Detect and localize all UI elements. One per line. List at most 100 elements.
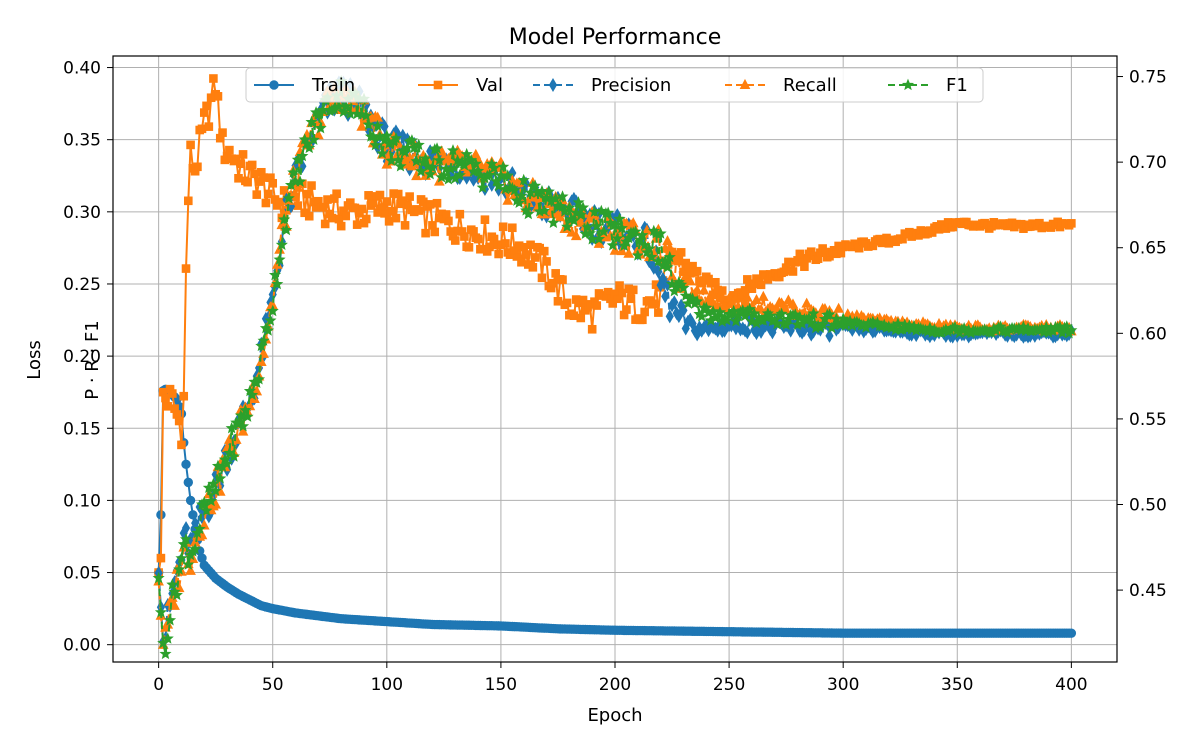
point-val <box>400 221 410 230</box>
point-recall <box>684 275 696 286</box>
x-tick-label: 300 <box>827 675 859 695</box>
y-right-tick-label: 0.50 <box>1129 496 1167 516</box>
point-f1 <box>278 213 291 225</box>
point-val <box>558 275 567 284</box>
x-tick-label: 50 <box>262 675 284 695</box>
point-precision <box>670 295 679 310</box>
point-f1 <box>529 179 542 191</box>
point-val <box>473 234 483 244</box>
legend-entry-f1: F1 <box>888 75 968 96</box>
point-val <box>204 122 214 131</box>
point-f1 <box>161 632 174 644</box>
point-recall <box>554 211 566 222</box>
y-right-tick-label: 0.45 <box>1129 581 1167 601</box>
point-recall <box>404 151 415 162</box>
point-val <box>279 186 289 195</box>
point-f1 <box>538 204 551 216</box>
point-recall <box>292 181 304 192</box>
point-f1 <box>597 225 610 237</box>
point-val <box>181 264 191 273</box>
point-f1 <box>175 552 188 564</box>
legend-label: Val <box>476 75 503 96</box>
point-val <box>1067 219 1076 228</box>
y-left-tick-label: 0.25 <box>63 275 101 295</box>
point-f1 <box>280 223 293 236</box>
point-val <box>622 305 631 314</box>
point-recall <box>230 433 242 444</box>
point-f1 <box>686 292 699 304</box>
point-f1 <box>583 227 596 239</box>
point-f1 <box>508 183 521 196</box>
point-val <box>626 294 636 304</box>
point-val <box>480 215 490 224</box>
point-val <box>498 222 508 232</box>
y-left-tick-label: 0.05 <box>63 564 101 584</box>
point-recall <box>406 160 418 171</box>
point-val <box>612 294 622 304</box>
point-train <box>185 495 196 506</box>
point-train <box>1066 628 1077 638</box>
point-f1 <box>362 118 375 130</box>
point-f1 <box>590 219 603 232</box>
y-axis-left-title: Loss <box>24 340 45 379</box>
point-f1 <box>179 533 193 545</box>
point-f1 <box>517 173 530 186</box>
point-f1 <box>200 504 213 516</box>
point-val <box>508 223 517 233</box>
point-recall <box>833 302 844 313</box>
point-f1 <box>282 192 295 204</box>
point-f1 <box>268 268 282 281</box>
point-recall <box>735 289 746 300</box>
point-val <box>800 262 809 271</box>
point-f1 <box>542 185 555 197</box>
point-val <box>336 221 346 231</box>
point-recall <box>742 291 753 302</box>
point-val <box>403 200 412 210</box>
y-right-tick-label: 0.55 <box>1129 410 1167 430</box>
point-f1 <box>469 157 482 170</box>
point-val <box>640 307 649 317</box>
point-val <box>304 211 314 221</box>
point-f1 <box>720 314 733 326</box>
legend-marker <box>269 80 279 90</box>
legend-entry-precision: Precision <box>533 75 671 96</box>
y-left-tick-label: 0.15 <box>63 419 101 439</box>
point-val <box>654 308 663 317</box>
series-f1 <box>152 74 1078 660</box>
point-f1 <box>415 164 428 177</box>
point-f1 <box>574 208 587 221</box>
point-f1 <box>246 388 259 401</box>
point-f1 <box>654 227 667 239</box>
point-f1 <box>371 119 384 132</box>
series-train <box>153 384 1077 638</box>
point-f1 <box>994 320 1007 332</box>
point-f1 <box>631 249 644 261</box>
point-f1 <box>700 301 713 314</box>
point-val <box>174 416 184 426</box>
point-val <box>247 160 257 170</box>
point-f1 <box>166 578 179 590</box>
point-val <box>263 189 273 199</box>
point-val <box>501 239 510 248</box>
point-val <box>494 249 503 259</box>
point-f1 <box>241 410 254 422</box>
x-tick-label: 100 <box>371 675 403 695</box>
point-f1 <box>446 144 460 156</box>
y-axis-right-inner-title: P · R · F1 <box>82 320 103 400</box>
legend-entry-train: Train <box>254 75 355 96</box>
point-val <box>537 273 547 283</box>
point-val <box>756 280 766 290</box>
point-f1 <box>606 239 619 251</box>
point-f1 <box>234 409 247 421</box>
point-f1 <box>764 309 777 321</box>
point-f1 <box>629 225 642 237</box>
point-val <box>225 145 234 155</box>
point-f1 <box>173 563 186 575</box>
point-recall <box>609 244 621 255</box>
series-layer <box>152 74 1078 660</box>
point-precision <box>661 289 670 304</box>
chart-title: Model Performance <box>509 25 721 50</box>
point-f1 <box>412 138 425 151</box>
point-val <box>186 140 195 150</box>
y-left-tick-label: 0.30 <box>63 203 101 223</box>
